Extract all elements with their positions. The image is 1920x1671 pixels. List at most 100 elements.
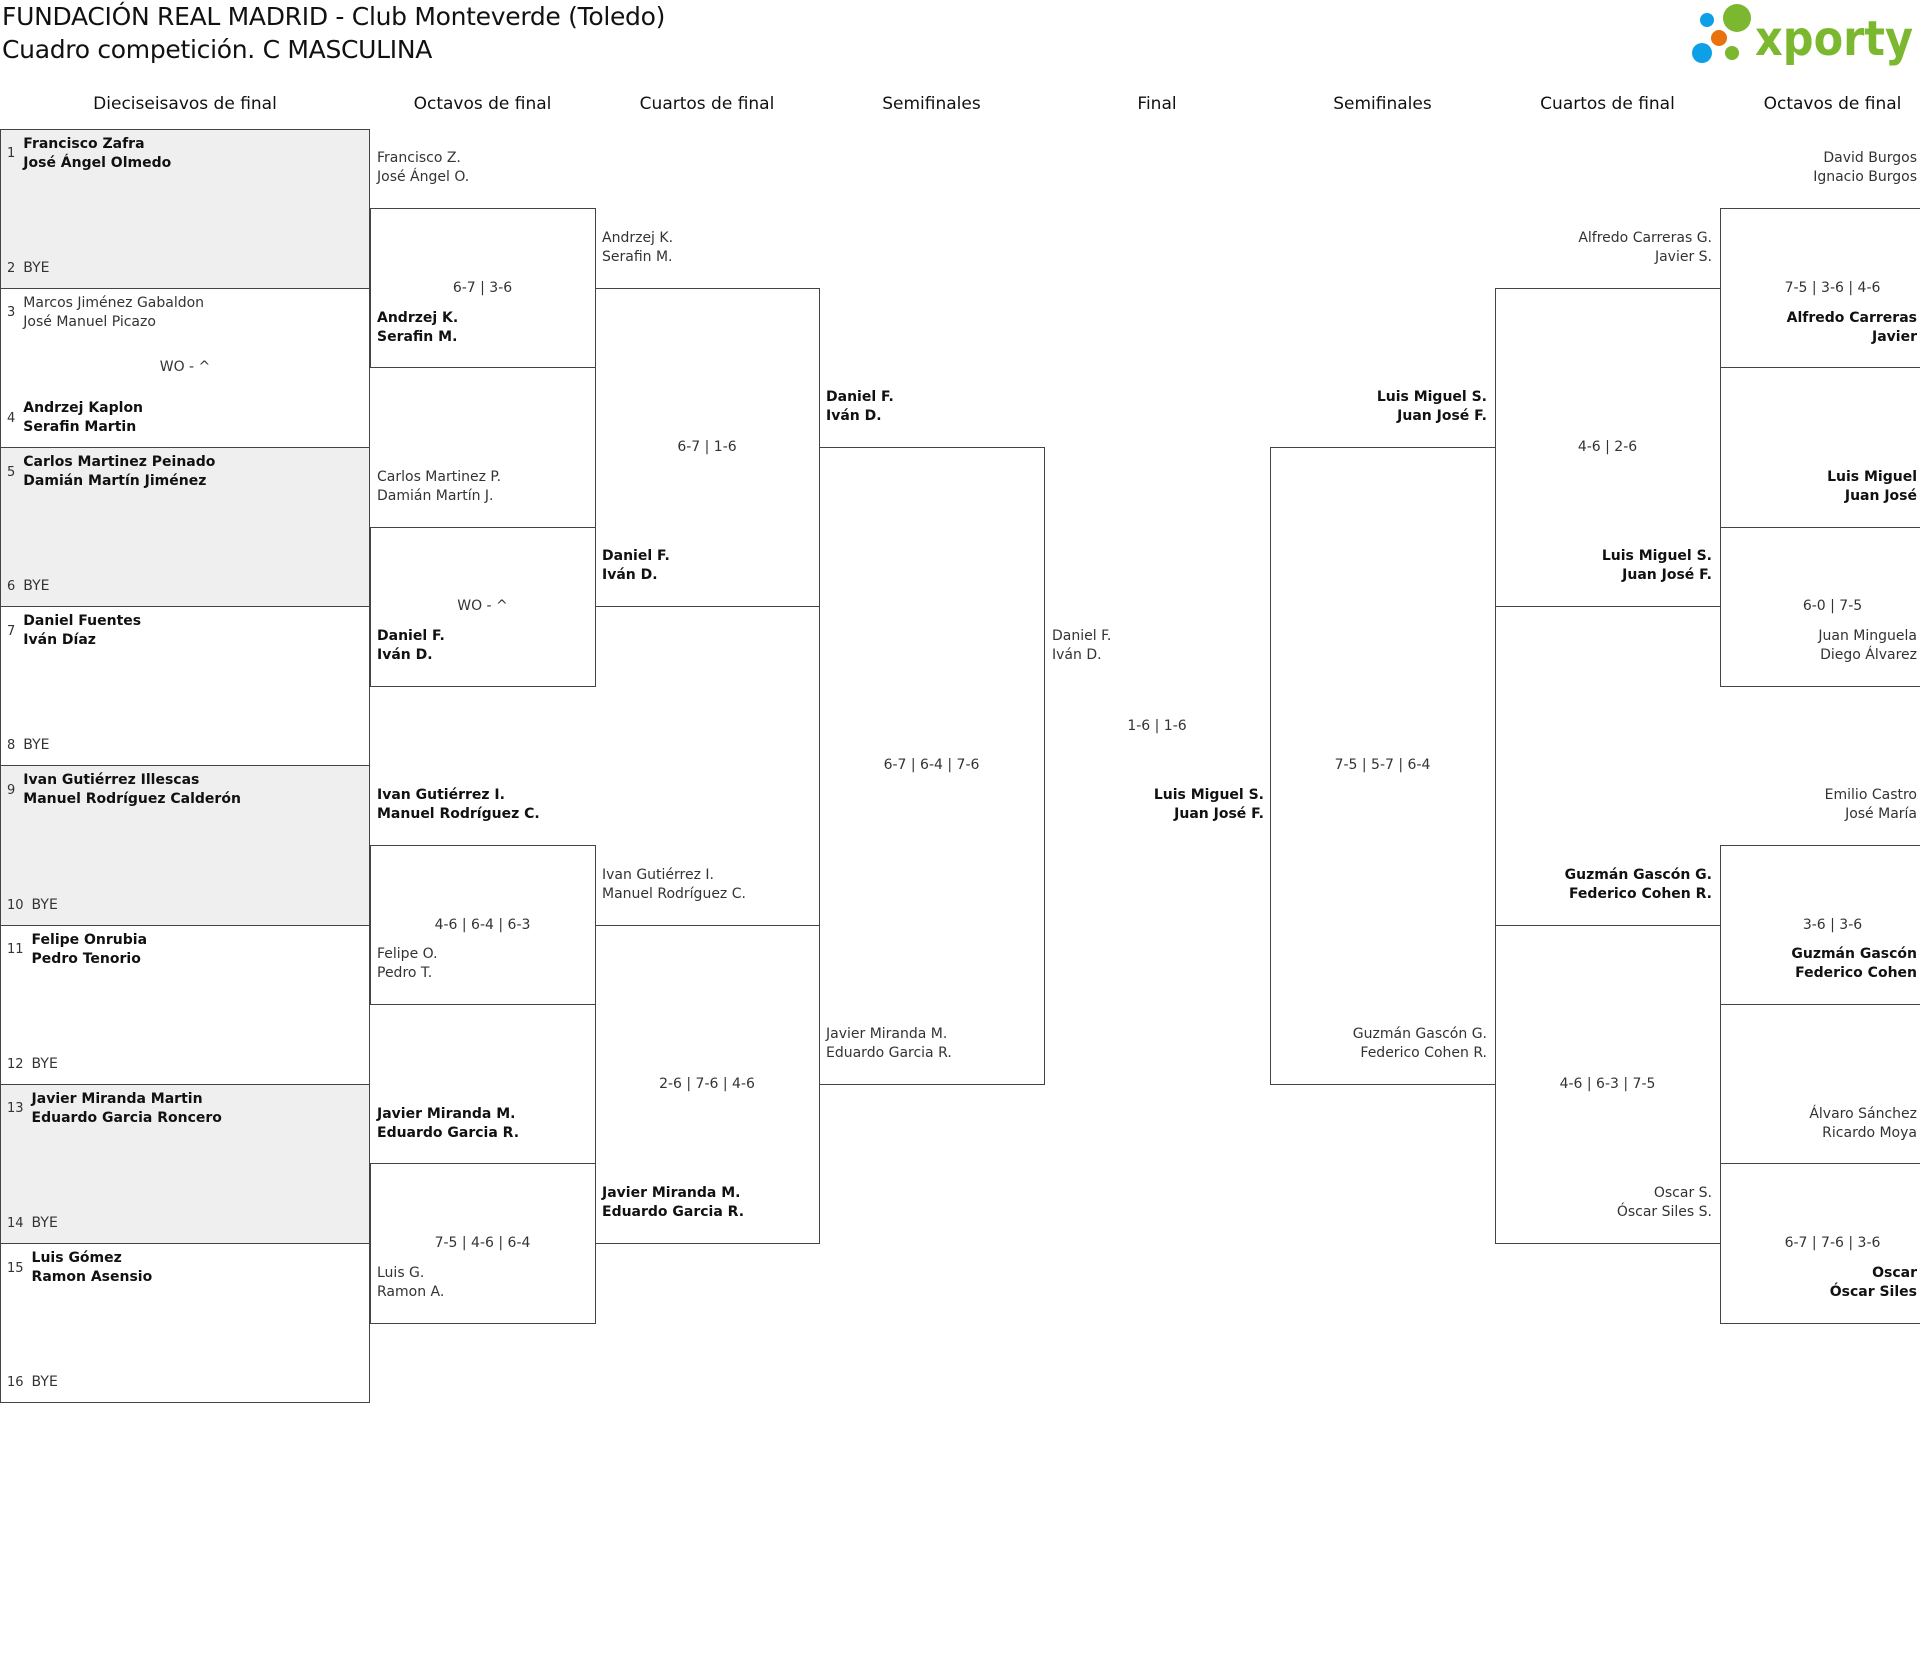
team-entry[interactable]: Javier Miranda M. Eduardo Garcia R. <box>826 1025 952 1063</box>
player-name: Guzmán Gascón G. <box>1352 1026 1487 1042</box>
team-entry[interactable]: Luis Miguel S. Juan José F. <box>1154 786 1264 824</box>
team-entry[interactable]: Luis Miguel S. Juan José F. <box>1377 388 1487 426</box>
match-box <box>1720 845 1920 1006</box>
team-entry[interactable]: Luis Miguel Juan José <box>1827 468 1917 506</box>
team-entry[interactable]: Álvaro Sánchez Ricardo Moya <box>1809 1105 1917 1143</box>
seed-entry[interactable]: 5 Carlos Martinez Peinado Damián Martín Ji… <box>7 453 215 491</box>
player-name: Ramon Asensio <box>31 1269 153 1285</box>
player-name: Daniel F. <box>377 628 445 644</box>
team-names: BYE <box>32 1373 58 1392</box>
team-names: Ivan Gutiérrez Illescas Manuel Rodríguez … <box>23 771 241 809</box>
seed-number: 5 <box>7 464 16 480</box>
page-title: FUNDACIÓN REAL MADRID - Club Monteverde … <box>2 2 666 31</box>
match-score: 6-7 | 3-6 <box>452 279 513 296</box>
seed-entry[interactable]: 4 Andrzej Kaplon Serafin Martin <box>7 399 143 437</box>
seed-number: 15 <box>7 1260 24 1276</box>
seed-entry[interactable]: 2 BYE <box>7 259 50 278</box>
team-names: BYE <box>23 577 49 596</box>
seed-entry[interactable]: 10 BYE <box>7 896 58 915</box>
team-entry[interactable]: Alfredo Carreras Javier <box>1787 309 1917 347</box>
seed-entry[interactable]: 15 Luis Gómez Ramon Asensio <box>7 1249 152 1287</box>
player-name: Álvaro Sánchez <box>1809 1105 1917 1122</box>
match-box <box>1720 1163 1920 1324</box>
team-entry[interactable]: Daniel F. Iván D. <box>826 388 894 426</box>
seed-entry[interactable]: 9 Ivan Gutiérrez Illescas Manuel Rodríguez… <box>7 771 241 809</box>
player-name: Iván D. <box>826 408 882 425</box>
team-entry[interactable]: Alfredo Carreras G. Javier S. <box>1578 229 1712 267</box>
team-entry[interactable]: Juan Minguela Diego Álvarez <box>1818 627 1917 665</box>
player-name: Eduardo Garcia R. <box>602 1204 745 1221</box>
team-entry[interactable]: Ivan Gutiérrez I. Manuel Rodríguez C. <box>377 786 540 824</box>
player-name: Damián Martín J. <box>377 487 494 504</box>
match-score: 6-0 | 7-5 <box>1802 598 1863 615</box>
match-score: WO - ^ <box>159 359 211 376</box>
team-names: Luis Gómez Ramon Asensio <box>32 1249 153 1287</box>
seed-entry[interactable]: 11 Felipe Onrubia Pedro Tenorio <box>7 931 147 969</box>
team-entry[interactable]: Javier Miranda M. Eduardo Garcia R. <box>377 1105 519 1143</box>
player-name: Óscar Siles <box>1829 1283 1917 1300</box>
team-entry[interactable]: Guzmán Gascón G. Federico Cohen R. <box>1565 866 1712 904</box>
player-name: Ivan Gutiérrez I. <box>377 787 505 804</box>
player-name: Andrzej Kaplon <box>23 400 144 416</box>
match-box <box>0 1083 370 1244</box>
logo-text: xporty <box>1755 11 1913 67</box>
team-entry[interactable]: Carlos Martinez P. Damián Martín J. <box>377 468 501 506</box>
player-name: Oscar <box>1872 1264 1917 1281</box>
team-entry[interactable]: Javier Miranda M. Eduardo Garcia R. <box>602 1184 744 1222</box>
team-entry[interactable]: David Burgos Ignacio Burgos <box>1813 149 1917 187</box>
player-name: Felipe Onrubia <box>31 931 148 948</box>
player-name: Juan José F. <box>1397 408 1487 425</box>
team-entry[interactable]: Andrzej K. Serafin M. <box>377 309 458 347</box>
player-name: Javier <box>1872 328 1917 345</box>
seed-number: 16 <box>7 1375 24 1391</box>
seed-entry[interactable]: 13 Javier Miranda Martin Eduardo Garcia Ro… <box>7 1090 222 1128</box>
seed-entry[interactable]: 6 BYE <box>7 577 50 596</box>
team-entry[interactable]: Luis Miguel S. Juan José F. <box>1602 547 1712 585</box>
player-name: BYE <box>31 896 58 913</box>
team-entry[interactable]: Oscar Óscar Siles <box>1830 1264 1917 1302</box>
player-name: Javier Miranda M. <box>826 1026 948 1042</box>
team-names: Felipe Onrubia Pedro Tenorio <box>32 931 148 969</box>
team-entry[interactable]: Daniel F. Iván D. <box>602 547 670 585</box>
seed-entry[interactable]: 16 BYE <box>7 1373 58 1392</box>
team-entry[interactable]: Ivan Gutiérrez I. Manuel Rodríguez C. <box>602 866 746 904</box>
match-box <box>1495 287 1721 608</box>
team-entry[interactable]: Emilio Castro José María <box>1825 786 1917 824</box>
player-name: Ivan Gutiérrez I. <box>602 866 714 883</box>
seed-number: 12 <box>7 1056 24 1072</box>
team-entry[interactable]: Felipe O. Pedro T. <box>377 945 438 983</box>
player-name: BYE <box>31 1374 58 1391</box>
match-score: 4-6 | 2-6 <box>1577 439 1638 455</box>
team-entry[interactable]: Luis G. Ramon A. <box>377 1264 444 1302</box>
player-name: Francisco Zafra <box>23 135 145 152</box>
seed-number: 9 <box>7 782 16 798</box>
player-name: Ramon A. <box>377 1283 445 1300</box>
seed-entry[interactable]: 12 BYE <box>7 1055 58 1074</box>
team-entry[interactable]: Andrzej K. Serafin M. <box>602 229 673 267</box>
team-entry[interactable]: Guzmán Gascón Federico Cohen <box>1791 945 1917 983</box>
match-score: 3-6 | 3-6 <box>1802 916 1863 933</box>
seed-entry[interactable]: 14 BYE <box>7 1214 58 1233</box>
final-score: 1-6 | 1-6 <box>1127 717 1187 734</box>
player-name: Andrzej K. <box>602 230 674 246</box>
player-name: Javier Miranda M. <box>602 1185 741 1202</box>
team-entry[interactable]: Daniel F. Iván D. <box>1052 627 1111 665</box>
team-entry[interactable]: Guzmán Gascón G. Federico Cohen R. <box>1353 1025 1487 1063</box>
logo-dot-icon <box>1700 13 1714 27</box>
player-name: Ignacio Burgos <box>1813 169 1917 186</box>
team-entry[interactable]: Daniel F. Iván D. <box>377 627 445 665</box>
seed-entry[interactable]: 8 BYE <box>7 736 50 755</box>
player-name: Pedro Tenorio <box>31 950 141 967</box>
team-names: BYE <box>32 1055 58 1074</box>
player-name: Luis Miguel <box>1827 468 1917 485</box>
team-entry[interactable]: Francisco Z. José Ángel O. <box>377 149 469 187</box>
team-entry[interactable]: Oscar S. Óscar Siles S. <box>1617 1184 1712 1222</box>
team-names: Javier Miranda Martin Eduardo Garcia Ronc… <box>32 1090 222 1128</box>
player-name: Iván D. <box>377 647 433 663</box>
seed-entry[interactable]: 3 Marcos Jiménez Gabaldon José Manuel Pica… <box>7 294 204 332</box>
team-names: BYE <box>23 259 49 278</box>
seed-entry[interactable]: 1 Francisco Zafra José Ángel Olmedo <box>7 135 171 173</box>
seed-entry[interactable]: 7 Daniel Fuentes Iván Díaz <box>7 612 141 650</box>
player-name: Manuel Rodríguez C. <box>602 885 746 902</box>
match-score: 4-6 | 6-4 | 6-3 <box>434 916 531 933</box>
